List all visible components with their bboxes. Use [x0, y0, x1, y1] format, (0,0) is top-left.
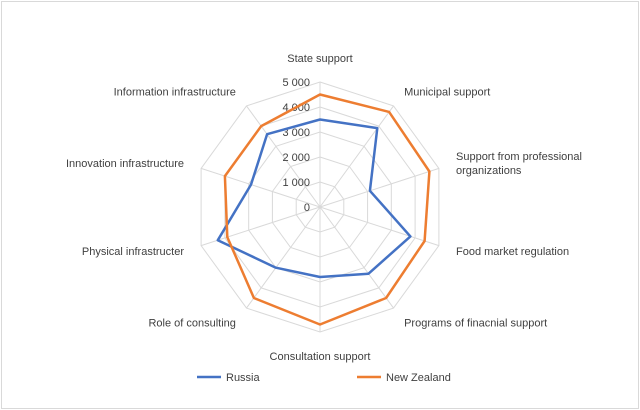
category-labels: State support Municipal support Support fr…	[66, 53, 582, 363]
category-label: Information infrastructure	[114, 86, 236, 98]
grid-layer	[200, 81, 440, 333]
legend-label: Russia	[226, 372, 261, 384]
grid-spoke	[319, 105, 394, 208]
category-label: Programs of finacnial support	[404, 318, 547, 330]
series-layer	[216, 93, 431, 326]
grid-spoke	[200, 167, 321, 208]
category-label: Role of consulting	[148, 318, 235, 330]
tick-label: 3 000	[282, 127, 310, 139]
series-line-russia	[216, 118, 412, 279]
category-label: Municipal support	[404, 86, 490, 98]
category-label: Support from professional organizations	[456, 151, 582, 177]
category-label: Food market regulation	[456, 246, 569, 258]
series-line-new-zealand	[223, 93, 431, 326]
grid-spoke	[200, 206, 321, 247]
tick-label: 1 000	[282, 177, 310, 189]
category-label: Consultation support	[270, 351, 371, 363]
grid-spoke	[246, 105, 321, 208]
tick-label: 0	[304, 202, 310, 214]
grid-spoke	[319, 206, 394, 309]
legend: Russia New Zealand	[197, 372, 451, 384]
category-label: Innovation infrastructure	[66, 158, 184, 170]
grid-spoke	[319, 206, 440, 247]
grid-spoke	[319, 167, 440, 208]
grid-spoke	[246, 206, 321, 309]
tick-label: 2 000	[282, 152, 310, 164]
tick-label: 5 000	[282, 77, 310, 89]
legend-label: New Zealand	[386, 372, 451, 384]
category-label: Physical infrastructer	[82, 246, 184, 258]
category-label: State support	[287, 53, 352, 65]
